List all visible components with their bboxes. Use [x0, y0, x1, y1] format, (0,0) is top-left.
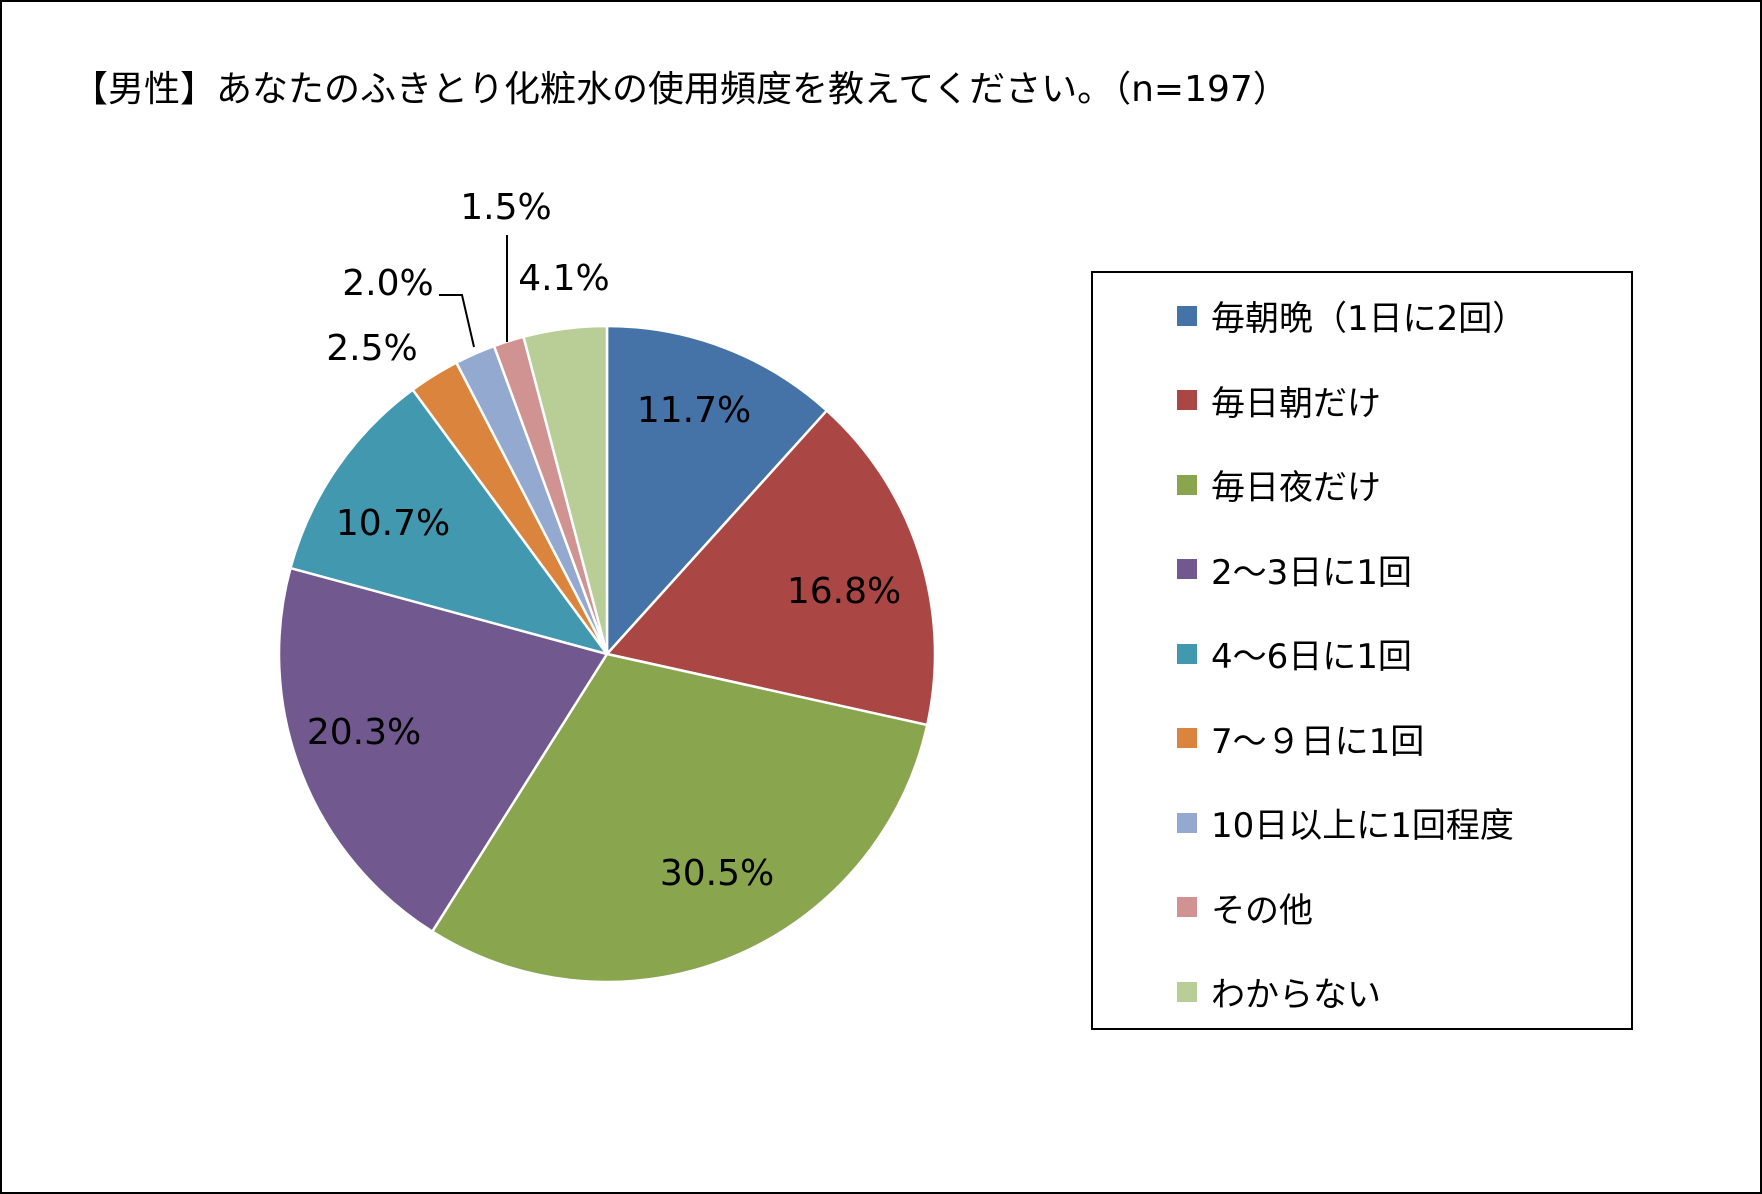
- legend-item-1: 毎朝晩（1日に2回）: [1177, 291, 1526, 340]
- pie-slice-2: [605, 409, 937, 727]
- legend: 毎朝晩（1日に2回） 毎日朝だけ毎日夜だけ 2～3日に1回 4～6日に1回 7～９日に1…: [1091, 271, 1633, 1030]
- legend-swatch-6: [1177, 728, 1197, 748]
- data-label-1: 11.7%: [637, 390, 751, 431]
- data-label-9: 4.1%: [518, 258, 609, 299]
- pie-slice-9: [522, 324, 609, 656]
- legend-item-8: その他: [1177, 883, 1313, 932]
- data-label-8: 1.5%: [460, 187, 551, 228]
- data-label-6: 2.5%: [326, 328, 417, 369]
- legend-item-3: 毎日夜だけ: [1177, 460, 1381, 509]
- legend-label-4: 2～3日に1回: [1211, 552, 1412, 593]
- legend-swatch-7: [1177, 812, 1197, 833]
- legend-swatch-9: [1177, 981, 1197, 1002]
- legend-swatch-4: [1177, 559, 1197, 579]
- data-label-2: 16.8%: [787, 571, 901, 612]
- data-label-5: 10.7%: [336, 503, 450, 544]
- legend-label-3: 毎日夜だけ: [1211, 468, 1381, 508]
- pie-slice-1: [605, 324, 829, 656]
- leader-line-7: [439, 294, 475, 348]
- legend-item-5: 4～6日に1回: [1177, 629, 1412, 678]
- pie-slice-5: [289, 388, 609, 656]
- legend-label-2: 毎日朝だけ: [1211, 383, 1381, 424]
- legend-swatch-1: [1177, 305, 1197, 326]
- legend-item-6: 7～９日に1回: [1177, 714, 1424, 763]
- legend-label-7: 10日以上に1回程度: [1211, 806, 1514, 846]
- data-label-3: 30.5%: [660, 853, 774, 894]
- legend-label-9: わからない: [1211, 975, 1381, 1015]
- chart-title: 【男性】あなたのふきとり化粧水の使用頻度を教えてください。（n=197）: [72, 69, 1289, 110]
- legend-swatch-3: [1177, 474, 1197, 495]
- legend-swatch-8: [1177, 897, 1197, 917]
- legend-label-5: 4～6日に1回: [1211, 637, 1412, 677]
- legend-label-6: 7～９日に1回: [1211, 721, 1425, 762]
- legend-item-7: 10日以上に1回程度: [1177, 798, 1514, 847]
- legend-label-1: 毎朝晩（1日に2回）: [1211, 299, 1527, 339]
- pie-slice-4: [277, 566, 609, 933]
- data-label-7: 2.0%: [342, 263, 433, 304]
- legend-item-9: わからない: [1177, 967, 1381, 1016]
- legend-item-2: 毎日朝だけ: [1177, 376, 1381, 425]
- legend-swatch-2: [1177, 390, 1197, 410]
- legend-item-4: 2～3日に1回: [1177, 545, 1412, 594]
- data-label-4: 20.3%: [307, 712, 421, 753]
- legend-swatch-5: [1177, 643, 1197, 664]
- legend-label-8: その他: [1211, 890, 1313, 931]
